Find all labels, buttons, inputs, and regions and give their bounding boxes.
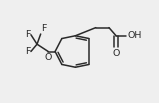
- Text: O: O: [112, 49, 120, 58]
- Text: F: F: [41, 24, 47, 33]
- Text: F: F: [25, 30, 30, 39]
- Text: OH: OH: [127, 31, 141, 40]
- Text: F: F: [25, 47, 30, 56]
- Text: O: O: [45, 53, 52, 62]
